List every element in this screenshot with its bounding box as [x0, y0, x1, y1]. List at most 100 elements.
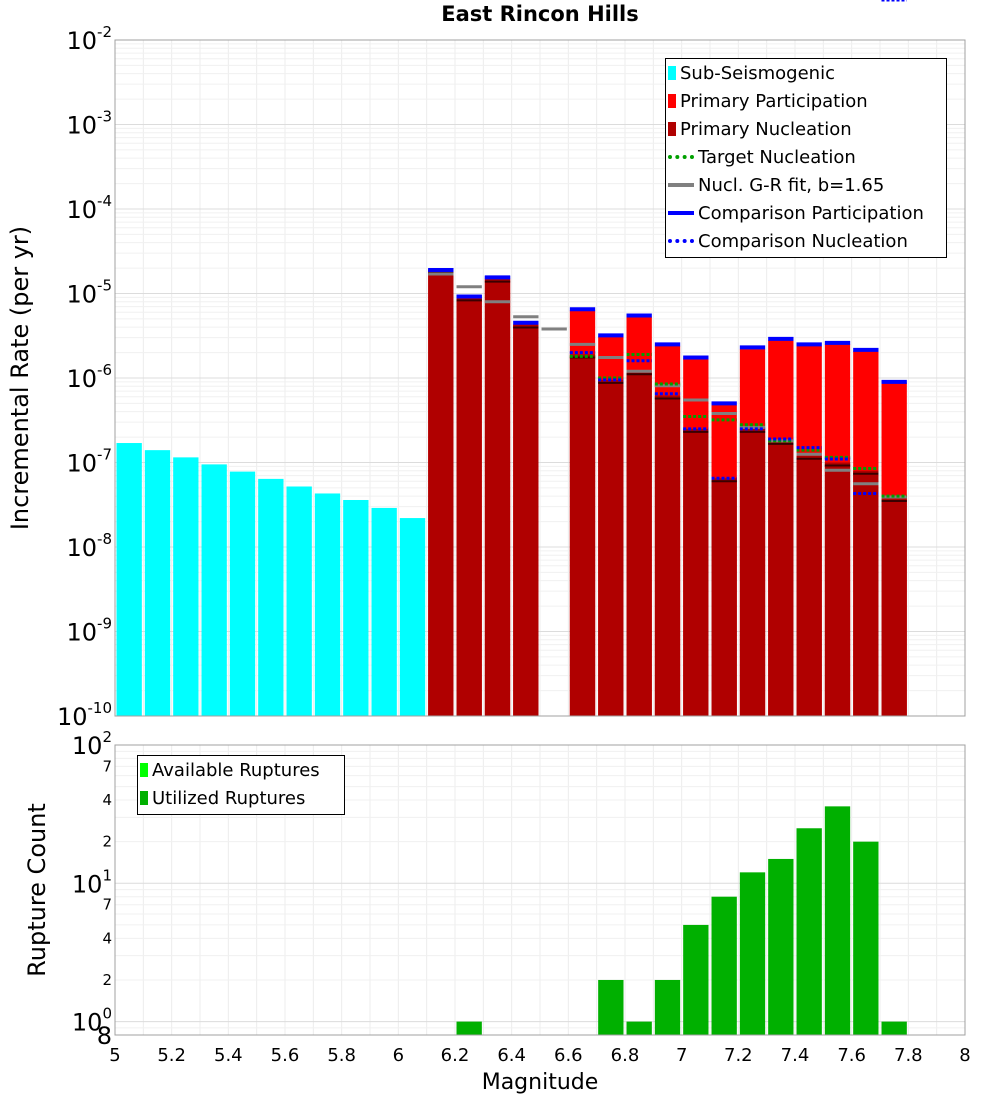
- legend-swatch-icon: [140, 763, 148, 777]
- top-y-axis-label: Incremental Rate (per yr): [6, 225, 34, 531]
- x-tick-label: 6.4: [497, 1045, 526, 1066]
- tick-base: 10: [72, 870, 103, 898]
- utilized-ruptures-bar: [711, 896, 737, 1035]
- sub-seismogenic-bar: [201, 464, 227, 716]
- x-tick-label: 6: [393, 1045, 404, 1066]
- legend-line-icon: [668, 239, 694, 243]
- utilized-ruptures-bar: [824, 806, 851, 1035]
- x-tick-label: 6.2: [441, 1045, 470, 1066]
- primary-nucleation-bar: [881, 498, 907, 716]
- legend-item-primary-participation: Primary Participation: [668, 87, 946, 115]
- utilized-ruptures-bar: [796, 828, 822, 1035]
- sub-seismogenic-bar: [371, 507, 397, 716]
- sub-seismogenic-bar: [144, 450, 171, 716]
- legend-label: Primary Nucleation: [680, 118, 852, 140]
- legend-label: Sub-Seismogenic: [680, 62, 835, 84]
- x-tick-label: 7.6: [837, 1045, 866, 1066]
- primary-nucleation-bar: [456, 297, 482, 716]
- x-tick-label: 5.2: [157, 1045, 186, 1066]
- count-y-tick-label: 2: [102, 833, 112, 851]
- tick-exponent: 0: [102, 1005, 112, 1023]
- tick-base: 10: [66, 534, 97, 562]
- bottom-y-axis-label: Rupture Count: [23, 803, 51, 977]
- x-tick-label: 7.4: [781, 1045, 810, 1066]
- legend-label: Primary Participation: [680, 90, 868, 112]
- primary-nucleation-bar: [768, 440, 794, 716]
- rupture-count-legend: Available Ruptures Utilized Ruptures: [137, 755, 345, 815]
- legend-item-available-ruptures: Available Ruptures: [140, 756, 344, 784]
- primary-nucleation-bar: [428, 269, 454, 716]
- tick-exponent: -3: [97, 108, 112, 126]
- tick-exponent: -9: [97, 615, 112, 633]
- rate-y-tick-label: 10-3: [66, 108, 112, 140]
- utilized-ruptures-bar: [456, 1021, 482, 1035]
- tick-exponent: -7: [97, 446, 112, 464]
- legend-item-target-nucleation: Target Nucleation: [668, 143, 946, 171]
- legend-item-utilized-ruptures: Utilized Ruptures: [140, 784, 344, 812]
- sub-seismogenic-bar: [286, 486, 312, 716]
- rate-y-tick-label: 10-9: [66, 615, 112, 647]
- tick-base: 10: [72, 1009, 103, 1037]
- primary-nucleation-bar: [796, 455, 822, 716]
- tick-base: 10: [66, 112, 97, 140]
- count-y-tick-label: 8: [97, 1022, 112, 1050]
- sub-seismogenic-bar: [343, 499, 369, 716]
- legend-label: Comparison Nucleation: [698, 230, 908, 252]
- tick-base: 10: [66, 281, 97, 309]
- legend-label: Target Nucleation: [698, 146, 856, 168]
- tick-base: 10: [66, 365, 97, 393]
- tick-base: 2: [102, 833, 112, 851]
- rate-y-tick-label: 10-4: [66, 192, 112, 224]
- tick-exponent: 1: [102, 866, 112, 884]
- legend-swatch-icon: [140, 791, 148, 805]
- legend-label: Available Ruptures: [152, 759, 320, 781]
- chart-title: East Rincon Hills: [441, 2, 639, 26]
- legend-item-comparison-participation: Comparison Participation: [668, 199, 946, 227]
- utilized-ruptures-bar: [626, 1021, 652, 1035]
- tick-base: 10: [66, 27, 97, 55]
- tick-exponent: -6: [97, 361, 112, 379]
- legend-label: Comparison Participation: [698, 202, 924, 224]
- primary-nucleation-bar: [513, 324, 539, 716]
- sub-seismogenic-bar: [399, 518, 426, 716]
- tick-base: 4: [102, 791, 112, 809]
- rate-y-tick-label: 10-6: [66, 361, 112, 393]
- x-tick-label: 7.8: [894, 1045, 923, 1066]
- tick-exponent: -5: [97, 277, 112, 295]
- primary-nucleation-bar: [853, 470, 879, 716]
- legend-label: Utilized Ruptures: [152, 787, 306, 809]
- tick-base: 7: [102, 757, 112, 775]
- x-axis-label: Magnitude: [481, 1070, 599, 1095]
- count-y-tick-label: 4: [102, 791, 112, 809]
- primary-nucleation-bar: [569, 354, 596, 716]
- primary-nucleation-bar: [626, 371, 652, 716]
- primary-nucleation-bar: [711, 478, 737, 716]
- legend-swatch-icon: [668, 66, 676, 80]
- x-tick-label: 5: [109, 1045, 120, 1066]
- legend-item-sub-seismogenic: Sub-Seismogenic: [668, 59, 946, 87]
- tick-base: 10: [66, 450, 97, 478]
- x-tick-label: 6.8: [611, 1045, 640, 1066]
- sub-seismogenic-bar: [116, 443, 142, 716]
- utilized-ruptures-bar: [881, 1021, 907, 1035]
- rate-y-tick-label: 10-7: [66, 446, 112, 478]
- rate-y-tick-label: 10-2: [66, 23, 112, 55]
- utilized-ruptures-bar: [654, 979, 681, 1035]
- x-tick-label: 6.6: [554, 1045, 583, 1066]
- tick-base: 7: [102, 896, 112, 914]
- utilized-ruptures-bar: [683, 924, 709, 1035]
- primary-nucleation-bar: [824, 462, 851, 716]
- x-tick-label: 5.4: [214, 1045, 243, 1066]
- tick-exponent: -8: [97, 530, 112, 548]
- x-tick-label: 5.8: [327, 1045, 356, 1066]
- x-tick-label: 5.6: [271, 1045, 300, 1066]
- tick-exponent: -2: [97, 23, 112, 41]
- sub-seismogenic-bar: [229, 471, 256, 716]
- tick-exponent: 2: [102, 728, 112, 746]
- legend-item-gr-fit: Nucl. G-R fit, b=1.65: [668, 171, 946, 199]
- primary-nucleation-bar: [484, 278, 511, 716]
- legend-item-primary-nucleation: Primary Nucleation: [668, 115, 946, 143]
- sub-seismogenic-bar: [258, 478, 284, 716]
- legend-swatch-icon: [668, 94, 676, 108]
- utilized-ruptures-bar: [768, 858, 794, 1035]
